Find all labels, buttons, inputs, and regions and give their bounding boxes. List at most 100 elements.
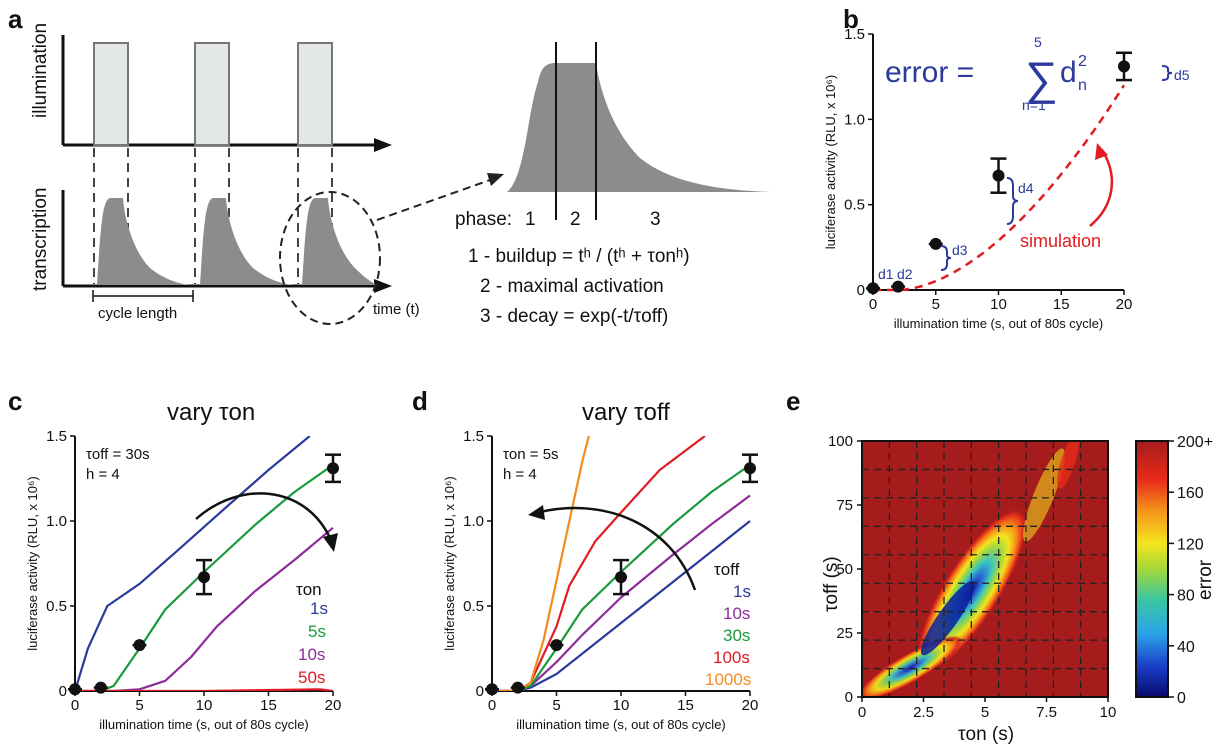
y-axis-label: luciferase activity (RLU, x 10⁶): [823, 75, 838, 249]
sum-top: 5: [1034, 34, 1042, 50]
y-tick-label: 0: [857, 282, 865, 299]
data-point: [511, 681, 524, 694]
chart-d-legend-100s: 100s: [713, 648, 750, 667]
d4-label: d4: [1018, 180, 1034, 196]
sum-sub: n: [1078, 77, 1087, 94]
phase-1: 1: [525, 209, 536, 230]
y-tick-label: 1.5: [463, 428, 484, 445]
transcription-ylabel: transcription: [30, 188, 51, 292]
chart-b: 0 5 10 15 20 0 0.5 1.0 1.5 illumination time (s, …: [823, 26, 1132, 331]
x-tick-label: 0: [71, 697, 79, 714]
y-axis-label: luciferase activity (RLU, x 10⁶): [25, 476, 40, 650]
chart-c-legend-50s: 50s: [298, 668, 325, 687]
colorbar-tick-label: 40: [1177, 639, 1195, 656]
panel-letter-a: a: [8, 4, 23, 34]
series-line-10s: [75, 526, 334, 691]
data-point: [929, 237, 942, 250]
colorbar-tick-label: 80: [1177, 588, 1195, 605]
series-line-1s: [75, 436, 311, 691]
chart-c-legend-10s: 10s: [298, 645, 325, 664]
equation-buildup: 1 - buildup = tʰ / (tʰ + τonʰ): [468, 246, 690, 267]
data-point: [744, 462, 756, 475]
chart-c-legend-1s: 1s: [310, 599, 328, 618]
data-point: [1118, 60, 1130, 73]
sum-sup: 2: [1078, 53, 1087, 70]
chart-d-legend-10s: 10s: [723, 604, 750, 623]
illumination-ylabel: illumination: [30, 23, 51, 118]
panel-letter-e: e: [786, 386, 800, 416]
y-tick-label: 25: [836, 625, 853, 642]
panel-b: b 0 5 10 15 20 0 0.5 1.0 1.5 illumination time (s…: [823, 4, 1190, 331]
y-tick-label: 0: [845, 689, 853, 706]
y-axis-label: luciferase activity (RLU, x 10⁶): [442, 476, 457, 650]
y-tick-label: 0.5: [844, 197, 865, 214]
cycle-length-label: cycle length: [98, 305, 177, 322]
panel-d: d vary τoff 0 5 10 15 20 0 0.5 1.0 1.5 illuminati…: [412, 386, 758, 732]
y-tick-label: 0: [59, 683, 67, 700]
chart-d-param-h: h = 4: [503, 466, 537, 483]
data-point: [486, 683, 498, 696]
heatmap: [862, 441, 1108, 697]
y-tick-label: 1.0: [844, 111, 865, 128]
x-tick-label: 0: [488, 697, 496, 714]
y-tick-label: 0: [476, 683, 484, 700]
panel-a: a illumination transcription: [8, 4, 770, 327]
simulation-curve: [873, 84, 1126, 292]
x-axis-label: illumination time (s, out of 80s cycle): [516, 717, 726, 732]
colorbar-tick-label: 0: [1177, 690, 1186, 707]
transcription-peaks: [97, 198, 378, 285]
x-tick-label: 20: [742, 697, 759, 714]
data-point: [198, 571, 210, 584]
panel-c: c vary τon 0 5 10 15 20 0 0.5 1.0 1.5 illuminatio…: [8, 386, 341, 732]
x-tick-label: 5: [981, 704, 989, 721]
series-line-1s: [492, 520, 751, 691]
y-tick-label: 1.5: [46, 428, 67, 445]
x-tick-label: 20: [325, 697, 342, 714]
time-xlabel: time (t): [373, 301, 420, 318]
sum-bottom: n=1: [1022, 97, 1046, 113]
chart-c-legend-5s: 5s: [308, 622, 326, 641]
x-tick-label: 20: [1116, 296, 1133, 313]
data-point: [615, 571, 627, 584]
chart-d-legend-1000s: 1000s: [705, 670, 751, 689]
x-axis-label: illumination time (s, out of 80s cycle): [99, 717, 309, 732]
data-point: [992, 169, 1005, 182]
x-tick-label: 5: [135, 697, 143, 714]
x-tick-label: 10: [990, 296, 1007, 313]
x-tick-label: 10: [613, 697, 630, 714]
y-tick-label: 1.5: [844, 26, 865, 43]
colorbar-label: error: [1195, 559, 1215, 600]
x-tick-label: 2.5: [913, 704, 934, 721]
y-tick-label: 75: [836, 497, 853, 514]
zoom-arrow-icon: [487, 173, 504, 186]
d3-label: d3: [952, 242, 968, 258]
d2-label: d2: [897, 266, 913, 282]
chart-d-arrow-icon: [528, 505, 545, 520]
phase-label: phase:: [455, 209, 512, 230]
equation-maximal: 2 - maximal activation: [480, 276, 664, 297]
y-tick-label: 100: [828, 433, 853, 450]
simulation-arrow-icon: [1095, 143, 1108, 160]
panel-letter-b: b: [843, 4, 859, 34]
data-point: [867, 282, 879, 295]
y-tick-label: 50: [836, 561, 853, 578]
data-point: [94, 681, 107, 694]
chart-d-legend-1s: 1s: [733, 582, 751, 601]
data-point: [133, 639, 146, 652]
x-tick-label: 5: [552, 697, 560, 714]
chart-d-title: vary τoff: [582, 399, 670, 426]
equation-decay: 3 - decay = exp(-t/τoff): [480, 306, 668, 327]
heatmap-ylabel: τoff (s): [821, 556, 842, 612]
d1-label: d1: [878, 266, 894, 282]
sum-symbol-icon: ∑: [1025, 52, 1058, 104]
x-tick-label: 10: [196, 697, 213, 714]
panel-letter-d: d: [412, 386, 428, 416]
sum-term: d: [1060, 56, 1077, 89]
chart-c-arrow-icon: [323, 533, 338, 552]
x-axis-label: illumination time (s, out of 80s cycle): [894, 316, 1104, 331]
simulation-label: simulation: [1020, 231, 1101, 251]
data-point: [69, 683, 81, 696]
chart-c: 0 5 10 15 20 0 0.5 1.0 1.5 illumination time (s, …: [25, 428, 341, 732]
heatmap-grid: [862, 441, 1108, 697]
